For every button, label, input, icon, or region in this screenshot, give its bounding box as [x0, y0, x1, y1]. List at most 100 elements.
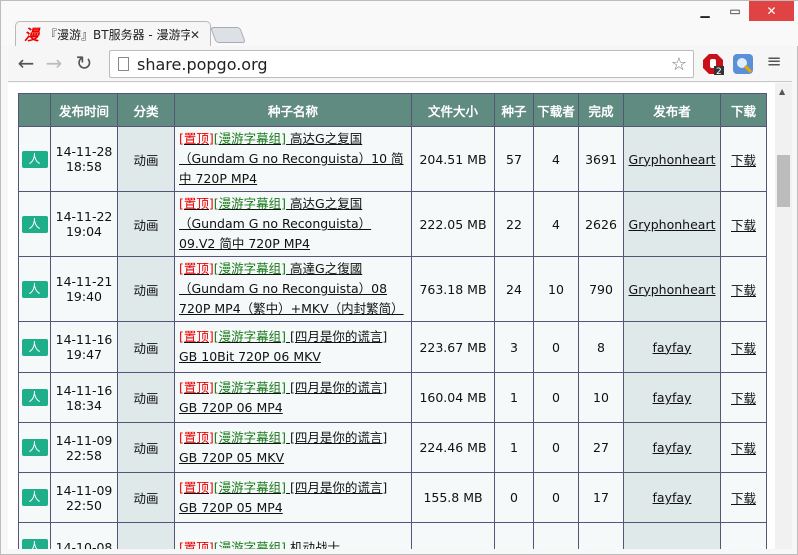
back-icon[interactable]: ←	[17, 51, 35, 75]
download-link[interactable]: 下载	[730, 152, 756, 168]
pin-tag: [置顶]	[179, 479, 214, 495]
category-cell: 动画	[117, 372, 175, 423]
category-icon-cell: 人	[18, 372, 51, 423]
date: 14-11-28	[55, 144, 113, 159]
category-cell	[117, 522, 175, 549]
size-cell: 222.05 MB	[411, 191, 495, 257]
torrent-title: [四月是你的谎言] GB 720P 05 MKV	[179, 429, 388, 465]
download-cell: 下载	[720, 472, 767, 523]
completed-cell: 27	[578, 422, 624, 473]
bookmark-star-icon[interactable]: ☆	[670, 53, 687, 75]
download-link[interactable]: 下载	[730, 441, 756, 456]
publisher-link[interactable]: Gryphonheart	[628, 151, 716, 167]
browser-tab[interactable]: 漫 『漫游』BT服务器 - 漫游字 ✕	[15, 21, 211, 47]
size-cell: 155.8 MB	[411, 472, 495, 523]
date: 14-11-22	[55, 209, 113, 224]
close-window-button[interactable]: ✕	[749, 1, 794, 21]
time: 19:47	[65, 347, 103, 362]
new-tab-button[interactable]	[210, 27, 246, 43]
anime-category-icon[interactable]: 人	[21, 215, 48, 233]
pin-tag: [置顶]	[179, 539, 214, 550]
anime-category-icon[interactable]: 人	[21, 150, 48, 168]
table-row: 人 14-11-16 18:34 动画 [置顶][漫游字幕组] [四月是你的谎言] GB…	[18, 372, 767, 423]
category-cell: 动画	[117, 422, 175, 473]
torrent-link[interactable]: [置顶][漫游字幕组] [四月是你的谎言] GB 720P 05 MKV	[179, 430, 387, 465]
name-cell: [置顶][漫游字幕组] [四月是你的谎言] GB 720P 05 MP4	[174, 472, 412, 523]
download-cell: 下载	[720, 191, 767, 257]
size-cell: 224.46 MB	[411, 422, 495, 473]
anime-category-icon[interactable]: 人	[21, 439, 48, 456]
leechers-cell	[533, 522, 579, 549]
time: 19:04	[65, 224, 103, 239]
size-cell	[411, 522, 495, 549]
anime-category-icon[interactable]: 人	[21, 489, 48, 506]
maximize-button[interactable]: ▭	[729, 4, 741, 18]
forward-icon[interactable]: →	[45, 51, 63, 75]
leechers-cell: 4	[533, 126, 579, 192]
completed-cell: 10	[578, 372, 624, 423]
scroll-up-icon[interactable]: ▲	[779, 87, 786, 96]
pin-tag: [置顶]	[179, 196, 214, 211]
anime-category-icon[interactable]: 人	[21, 280, 48, 298]
publisher-link[interactable]: fayfay	[652, 490, 692, 505]
scrollbar-thumb[interactable]	[777, 155, 790, 207]
seeds-cell	[494, 522, 534, 549]
torrent-link[interactable]: [置顶][漫游字幕组] 高达G之复国（Gundam G no Reconguis…	[179, 131, 404, 186]
category-icon-cell: 人	[18, 321, 51, 373]
publisher-cell: Gryphonheart	[623, 191, 721, 257]
minimize-button[interactable]: ▁	[700, 4, 710, 18]
download-link[interactable]: 下载	[730, 391, 756, 406]
torrent-link[interactable]: [置顶][漫游字幕组] 高达G之复国（Gundam G no Reconguis…	[179, 196, 371, 251]
group-tag: [漫游字幕组]	[213, 539, 287, 550]
column-header: 文件大小	[411, 93, 495, 127]
download-cell: 下载	[720, 321, 767, 373]
name-cell: [置顶][漫游字幕组] 机动战士	[174, 522, 412, 550]
publisher-cell: fayfay	[623, 422, 721, 473]
reload-icon[interactable]: ↻	[75, 51, 93, 75]
download-link[interactable]: 下载	[730, 491, 756, 506]
menu-icon[interactable]: ≡	[766, 51, 782, 72]
date-cell: 14-11-21 19:40	[50, 256, 118, 322]
name-cell: [置顶][漫游字幕组] 高達G之復國（Gundam G no Reconguis…	[174, 256, 412, 322]
anime-category-icon[interactable]: 人	[21, 539, 48, 549]
category-cell: 动画	[117, 321, 175, 373]
torrent-link[interactable]: [置顶][漫游字幕组] 高達G之復國（Gundam G no Reconguis…	[179, 261, 404, 316]
toolbar: ← → ↻ share.popgo.org ☆ 2 ≡	[8, 46, 792, 82]
publisher-link[interactable]: fayfay	[652, 339, 692, 355]
page-content: 发布时间 分类 种子名称 文件大小 种子 下载者 完成 发布者 下载 人 14-11-28 18:5…	[8, 83, 792, 549]
download-link[interactable]: 下载	[730, 282, 756, 298]
seeds-cell: 22	[494, 191, 534, 257]
column-header	[18, 93, 51, 127]
anime-category-icon[interactable]: 人	[21, 338, 48, 356]
publisher-cell	[623, 522, 721, 549]
page-icon	[118, 57, 129, 71]
vertical-scrollbar[interactable]: ▲	[775, 83, 792, 549]
address-bar[interactable]: share.popgo.org ☆	[109, 50, 694, 78]
publisher-cell: Gryphonheart	[623, 126, 721, 192]
close-tab-icon[interactable]: ✕	[190, 27, 201, 42]
column-header: 分类	[117, 93, 175, 127]
publisher-link[interactable]: Gryphonheart	[628, 216, 716, 232]
torrent-link[interactable]: [置顶][漫游字幕组] [四月是你的谎言] GB 10Bit 720P 06 M…	[179, 329, 387, 364]
date: 14-10-08	[55, 540, 113, 549]
adblock-extension-icon[interactable]: 2	[702, 53, 724, 77]
seeds-cell: 1	[494, 372, 534, 423]
publisher-cell: fayfay	[623, 321, 721, 373]
torrent-link[interactable]: [置顶][漫游字幕组] [四月是你的谎言] GB 720P 05 MP4	[179, 480, 387, 515]
anime-category-icon[interactable]: 人	[21, 389, 48, 406]
category-icon-cell: 人	[18, 191, 51, 257]
size-cell: 160.04 MB	[411, 372, 495, 423]
download-link[interactable]: 下载	[730, 217, 756, 233]
date-cell: 14-11-09 22:58	[50, 422, 118, 473]
date: 14-11-09	[55, 482, 113, 498]
torrent-link[interactable]: [置顶][漫游字幕组] 机动战士	[179, 540, 340, 550]
publisher-link[interactable]: fayfay	[652, 390, 692, 405]
time: 19:40	[65, 289, 103, 304]
torrent-link[interactable]: [置顶][漫游字幕组] [四月是你的谎言] GB 720P 06 MP4	[179, 380, 387, 415]
download-link[interactable]: 下载	[730, 340, 756, 356]
publisher-link[interactable]: Gryphonheart	[628, 281, 716, 297]
table-row: 人 14-11-21 19:40 动画 [置顶][漫游字幕组] 高達G之復國（Gunda…	[18, 256, 767, 322]
group-tag: [漫游字幕组]	[213, 329, 287, 344]
publisher-link[interactable]: fayfay	[652, 440, 692, 455]
search-extension-icon[interactable]	[732, 53, 754, 75]
